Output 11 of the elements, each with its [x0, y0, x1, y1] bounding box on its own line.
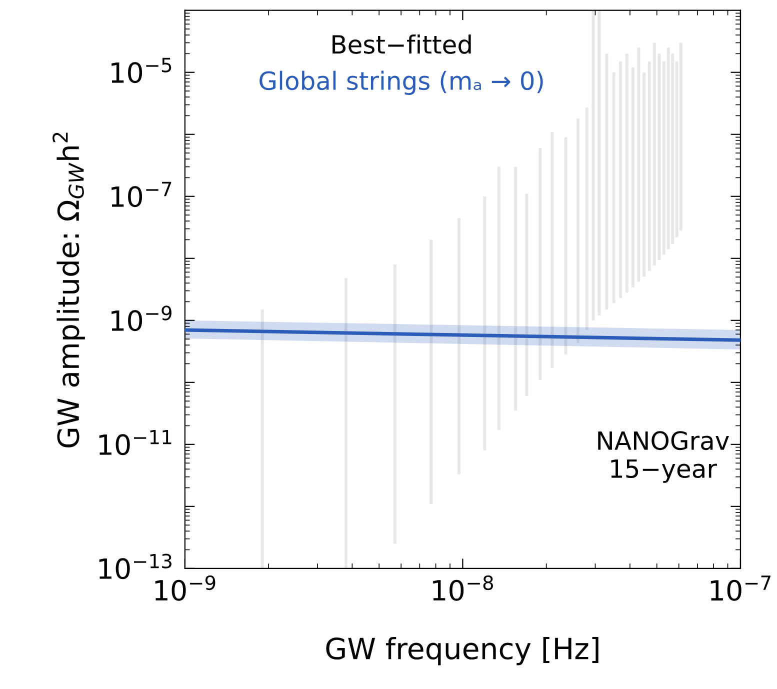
y-tick-label: 10$^{−7}$ — [112, 182, 172, 208]
x-axis-title: GW frequency [Hz] — [326, 636, 598, 666]
annotation: NANOGrav 15−year — [598, 431, 729, 483]
x-tick-label: 10$^{−8}$ — [433, 575, 494, 601]
text: Global strings (mₐ → 0) — [260, 70, 543, 95]
y-tick-label: 10$^{−5}$ — [112, 58, 172, 84]
legend-title: Best−fitted — [332, 34, 471, 54]
x-tick-label: 10$^{−7}$ — [710, 576, 770, 601]
y-tick-label: 10$^{−9}$ — [112, 306, 172, 332]
y-axis-title: GW amplitude: Ω$_{GW}$h$^{2}$ — [52, 132, 85, 448]
y-tick-label: 10$^{−11}$ — [99, 430, 172, 456]
